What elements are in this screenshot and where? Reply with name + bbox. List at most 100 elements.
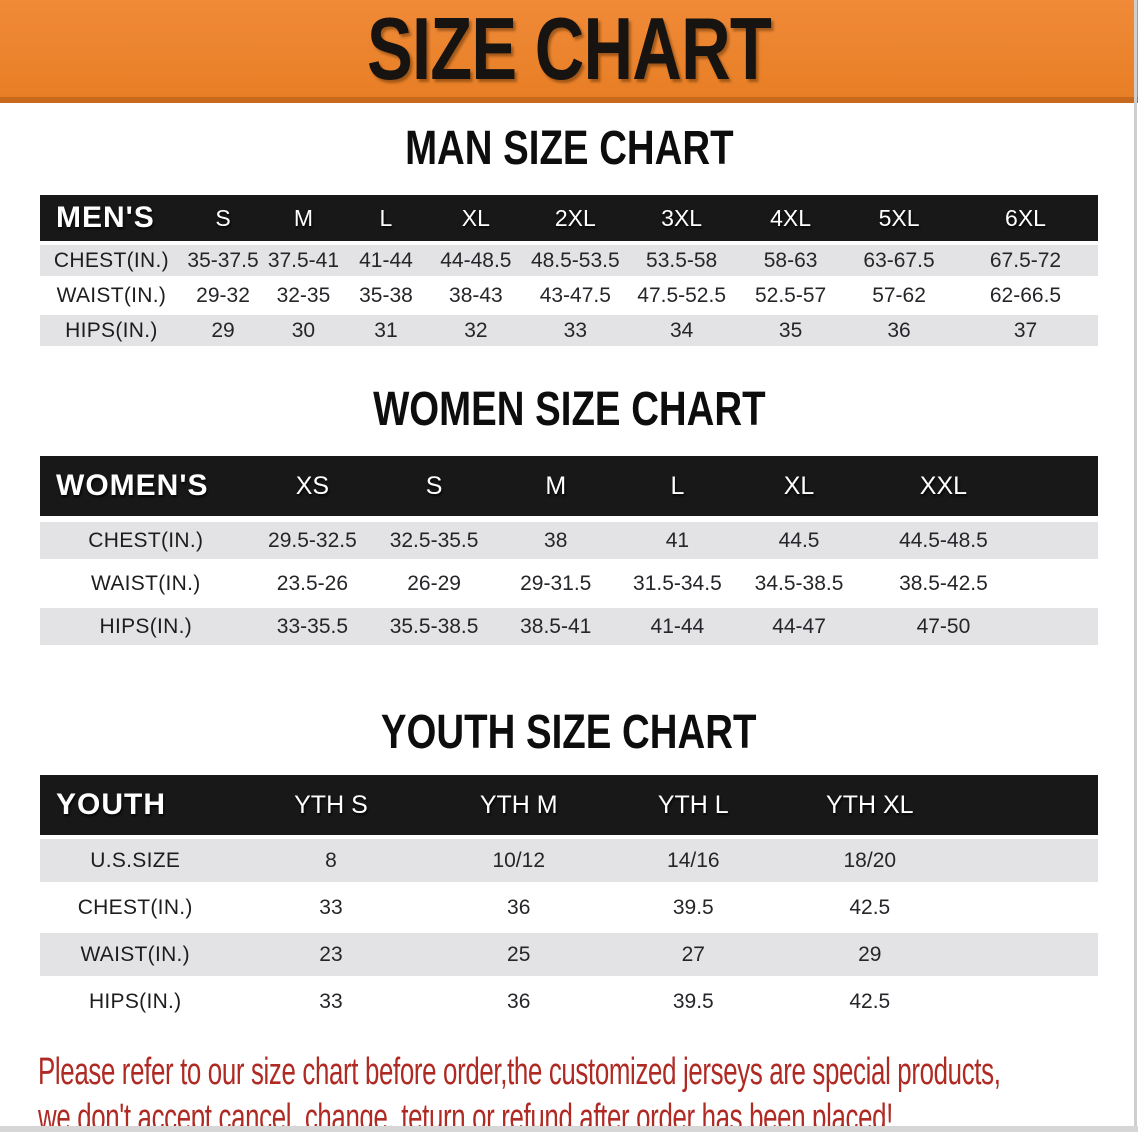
size-value-cell: 37.5-41: [263, 245, 344, 276]
size-value-cell: 38-43: [428, 280, 524, 311]
size-column-header: XXL: [859, 456, 1098, 516]
size-column-header: 5XL: [845, 195, 953, 241]
measurement-row: WAIST(IN.) 29-32 32-35 35-38 38-43 43-47.5 47.…: [40, 280, 1098, 311]
size-value-cell: 52.5-57: [736, 280, 846, 311]
measurement-label: HIPS(IN.): [40, 980, 231, 1023]
measurement-row: WAIST(IN.) 23 25 27 29: [40, 933, 1098, 976]
size-value-cell: 32: [428, 315, 524, 346]
size-column-header: YTH S: [230, 775, 432, 835]
size-value-cell: 38.5-41: [494, 608, 617, 645]
table-header-label: YOUTH: [40, 775, 231, 835]
size-value-cell: 18/20: [780, 839, 1098, 882]
size-value-cell: 35-38: [343, 280, 429, 311]
women-size-chart-title-wrap: WOMEN SIZE CHART: [0, 384, 1138, 436]
size-column-header: S: [373, 456, 495, 516]
measurement-row: HIPS(IN.) 29 30 31 32 33 34 35 36 37: [40, 315, 1098, 346]
size-value-cell: 38: [494, 522, 617, 559]
size-value-cell: 48.5-53.5: [523, 245, 628, 276]
size-value-cell: 47.5-52.5: [627, 280, 737, 311]
measurement-row: U.S.SIZE 8 10/12 14/16 18/20: [40, 839, 1098, 882]
size-column-header: S: [182, 195, 264, 241]
size-column-header: M: [494, 456, 617, 516]
size-table-header-row: MEN'S S M L XL 2XL 3XL 4XL 5XL 6XL: [40, 195, 1098, 241]
size-value-cell: 37: [953, 315, 1098, 346]
size-value-cell: 26-29: [373, 565, 495, 602]
size-value-cell: 35-37.5: [182, 245, 264, 276]
disclaimer: Please refer to our size chart before or…: [0, 1049, 1138, 1132]
measurement-row: CHEST(IN.) 33 36 39.5 42.5: [40, 886, 1098, 929]
size-value-cell: 36: [845, 315, 953, 346]
banner: SIZE CHART: [0, 0, 1138, 103]
size-value-cell: 27: [606, 933, 781, 976]
size-column-header: XS: [251, 456, 374, 516]
size-value-cell: 47-50: [859, 608, 1098, 645]
size-value-cell: 23: [230, 933, 432, 976]
measurement-label: HIPS(IN.): [40, 608, 252, 645]
size-table-header-row: WOMEN'S XS S M L XL XXL: [40, 456, 1098, 516]
women-size-chart-title: WOMEN SIZE CHART: [372, 383, 766, 436]
size-value-cell: 62-66.5: [953, 280, 1098, 311]
size-value-cell: 35.5-38.5: [373, 608, 495, 645]
measurement-label: WAIST(IN.): [40, 565, 252, 602]
size-value-cell: 29: [780, 933, 1098, 976]
size-value-cell: 23.5-26: [251, 565, 374, 602]
size-value-cell: 63-67.5: [845, 245, 953, 276]
size-value-cell: 10/12: [431, 839, 607, 882]
size-column-header: XL: [738, 456, 860, 516]
size-column-header: M: [263, 195, 344, 241]
size-value-cell: 14/16: [606, 839, 781, 882]
size-column-header: YTH XL: [780, 775, 1098, 835]
size-value-cell: 43-47.5: [523, 280, 628, 311]
youth-size-chart-title-wrap: YOUTH SIZE CHART: [0, 707, 1138, 759]
size-value-cell: 34.5-38.5: [738, 565, 860, 602]
size-value-cell: 31.5-34.5: [616, 565, 739, 602]
size-value-cell: 36: [431, 886, 607, 929]
youth-size-chart-title: YOUTH SIZE CHART: [381, 706, 757, 759]
measurement-label: WAIST(IN.): [40, 933, 231, 976]
size-value-cell: 29-32: [182, 280, 264, 311]
size-column-header: YTH M: [431, 775, 607, 835]
size-value-cell: 53.5-58: [627, 245, 737, 276]
banner-title: SIZE CHART: [366, 0, 772, 98]
size-value-cell: 44.5: [738, 522, 860, 559]
size-column-header: 4XL: [736, 195, 846, 241]
size-value-cell: 31: [343, 315, 429, 346]
disclaimer-line-1: Please refer to our size chart before or…: [38, 1051, 1001, 1093]
size-value-cell: 39.5: [606, 886, 781, 929]
women-size-table: WOMEN'S XS S M L XL XXL CHEST(IN.) 29.5-32.5 32.5…: [40, 450, 1098, 651]
size-value-cell: 67.5-72: [953, 245, 1098, 276]
size-value-cell: 42.5: [780, 886, 1098, 929]
size-column-header: 6XL: [953, 195, 1098, 241]
size-value-cell: 29: [182, 315, 264, 346]
man-size-chart-title: MAN SIZE CHART: [404, 122, 734, 175]
measurement-label: U.S.SIZE: [40, 839, 231, 882]
table-header-label: MEN'S: [40, 195, 183, 241]
right-edge-line: [1134, 0, 1137, 1132]
size-value-cell: 30: [263, 315, 344, 346]
size-column-header: L: [616, 456, 739, 516]
size-value-cell: 57-62: [845, 280, 953, 311]
size-value-cell: 29-31.5: [494, 565, 617, 602]
youth-size-chart-section: YOUTH SIZE CHART YOUTH YTH S YTH M YTH L YTH…: [0, 707, 1138, 1027]
size-value-cell: 41: [616, 522, 739, 559]
measurement-label: CHEST(IN.): [40, 886, 231, 929]
size-value-cell: 44-48.5: [428, 245, 524, 276]
table-header-label: WOMEN'S: [40, 456, 252, 516]
size-value-cell: 35: [736, 315, 846, 346]
measurement-label: CHEST(IN.): [40, 245, 183, 276]
size-value-cell: 41-44: [343, 245, 429, 276]
youth-size-table: YOUTH YTH S YTH M YTH L YTH XL U.S.SIZE 8 10/12…: [40, 771, 1098, 1027]
men-size-table: MEN'S S M L XL 2XL 3XL 4XL 5XL 6XL CHEST(IN.) 35-37…: [40, 191, 1098, 350]
size-value-cell: 42.5: [780, 980, 1098, 1023]
size-value-cell: 33: [523, 315, 628, 346]
measurement-row: HIPS(IN.) 33-35.5 35.5-38.5 38.5-41 41-44 44-…: [40, 608, 1098, 645]
size-column-header: 3XL: [627, 195, 737, 241]
measurement-row: HIPS(IN.) 33 36 39.5 42.5: [40, 980, 1098, 1023]
size-value-cell: 29.5-32.5: [251, 522, 374, 559]
man-size-chart-title-wrap: MAN SIZE CHART: [0, 123, 1138, 175]
size-value-cell: 39.5: [606, 980, 781, 1023]
size-value-cell: 38.5-42.5: [859, 565, 1098, 602]
size-value-cell: 32.5-35.5: [373, 522, 495, 559]
size-value-cell: 33: [230, 886, 432, 929]
